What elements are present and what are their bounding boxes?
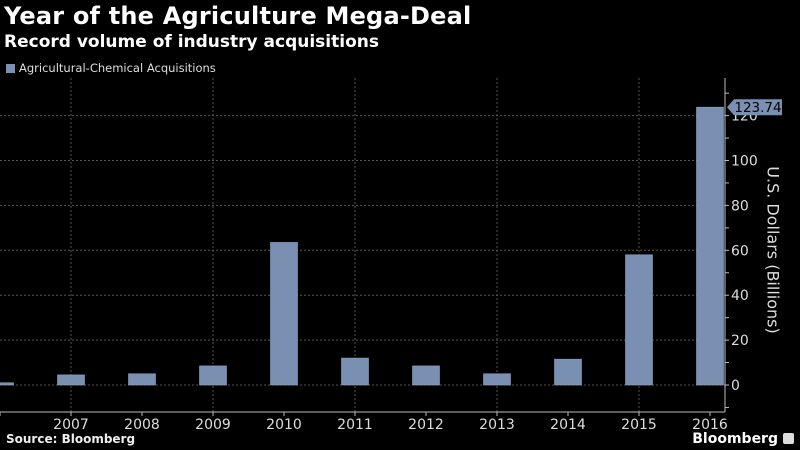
x-tick-label: 2009 [195,417,231,433]
chart-subtitle: Record volume of industry acquisitions [4,32,379,52]
legend-label: Agricultural-Chemical Acquisitions [19,61,216,75]
x-tick-label: 2012 [408,417,444,433]
x-tick-label: 2013 [479,417,515,433]
x-tick-label: 2007 [53,417,89,433]
x-tick-label: 2014 [550,417,586,433]
legend-swatch [6,63,15,73]
chart-title: Year of the Agriculture Mega-Deal [4,2,472,30]
bar-2009 [199,365,227,386]
bar-2012 [412,365,440,386]
source-note: Source: Bloomberg [6,432,136,446]
bar-2016 [696,106,724,386]
value-callout-label: 123.74 [734,100,781,116]
bloomberg-logo: Bloomberg [692,431,778,447]
x-tick-label: 2008 [124,417,160,433]
y-tick-label: 40 [731,288,749,304]
y-tick-label: 0 [731,378,740,394]
value-callout-box [727,99,782,116]
y-tick-label: 20 [731,333,749,349]
bar-2015 [625,254,653,386]
bar-2007 [57,374,85,386]
y-tick-label: 100 [731,154,758,170]
y-axis-label: U.S. Dollars (Billions) [763,166,783,334]
bar-2008 [128,373,156,386]
legend: Agricultural-Chemical Acquisitions [6,61,216,75]
x-tick-label: 2011 [337,417,373,433]
bar-2011 [341,357,369,386]
bar-2014 [554,358,582,386]
x-tick-label: 2016 [692,417,728,433]
bar-2010 [270,242,298,386]
chart-icon [783,433,794,444]
y-tick-label: 60 [731,243,749,259]
x-tick-label: 2015 [621,417,657,433]
y-tick-label: 80 [731,198,749,214]
bar-2013 [483,373,511,386]
bar-2006 [0,382,14,386]
x-tick-label: 2010 [266,417,302,433]
